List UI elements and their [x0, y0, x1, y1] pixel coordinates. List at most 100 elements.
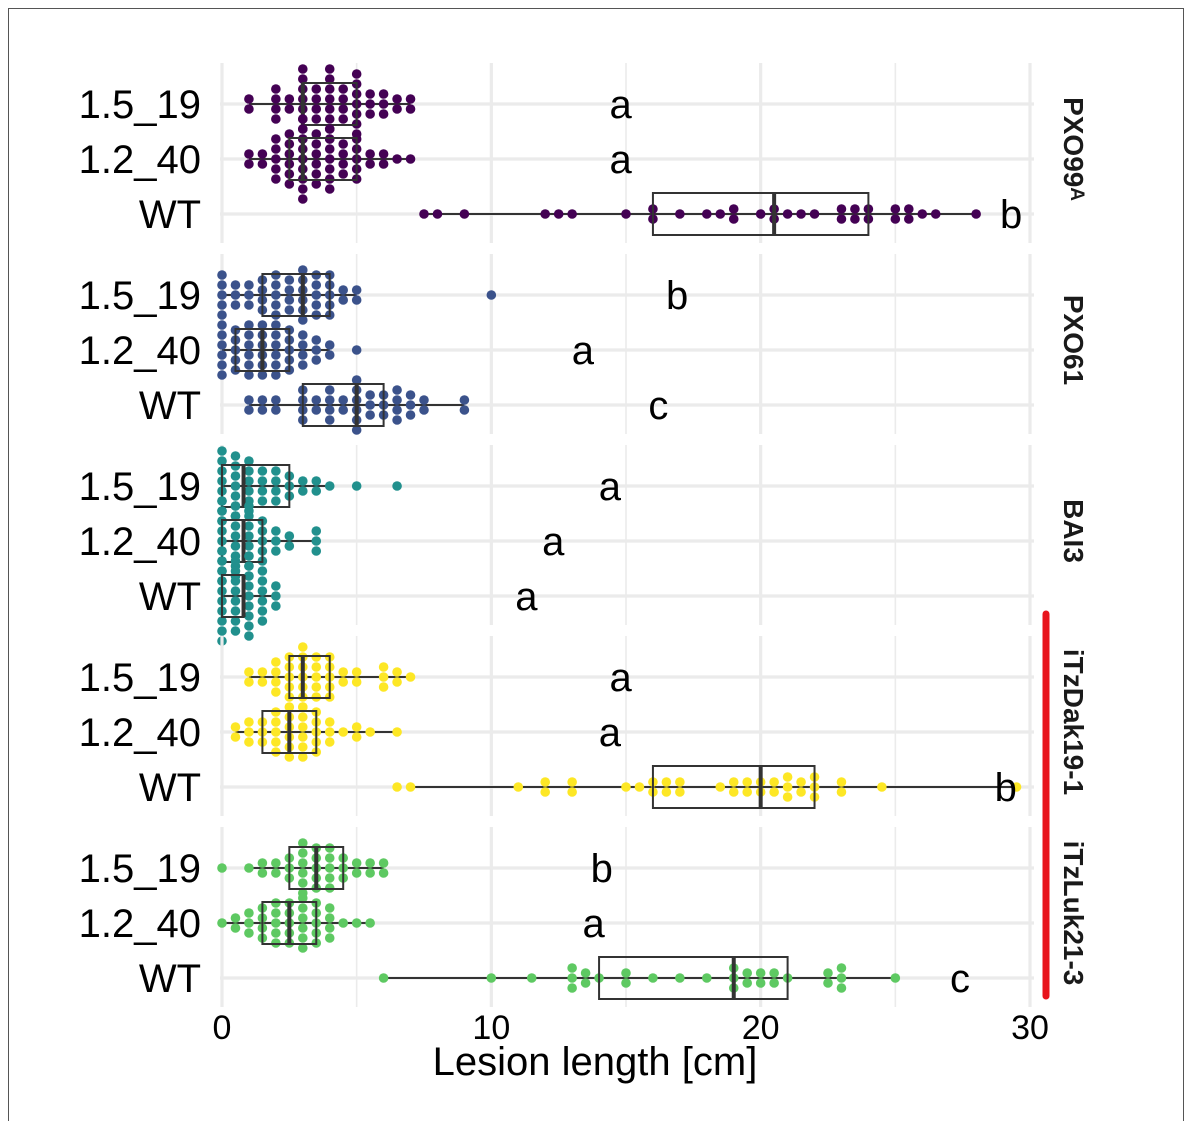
data-point: [324, 913, 335, 923]
data-point: [351, 918, 362, 928]
group-1.2_40: 1.2_40 a: [79, 320, 595, 380]
data-point: [338, 918, 349, 928]
data-point: [324, 184, 335, 194]
data-point: [755, 978, 766, 988]
data-point: [244, 918, 254, 928]
x-tick-label: 20: [742, 1009, 780, 1047]
data-point: [284, 104, 295, 114]
data-point: [298, 340, 308, 350]
data-point: [230, 732, 241, 742]
data-point: [904, 204, 914, 214]
data-point: [217, 360, 227, 370]
x-axis-label: Lesion length [cm]: [433, 1040, 758, 1084]
data-point: [271, 858, 281, 868]
data-point: [244, 104, 254, 114]
facet-label: PXO61: [1058, 295, 1089, 385]
category-label: 1.2_40: [79, 711, 201, 755]
data-point: [244, 581, 254, 591]
data-point: [271, 536, 281, 546]
data-point: [298, 732, 308, 742]
data-point: [324, 164, 335, 174]
data-point: [298, 64, 308, 74]
x-tick-label: 10: [472, 1009, 510, 1047]
data-point: [351, 858, 362, 868]
data-point: [257, 586, 268, 596]
data-point: [271, 591, 281, 601]
significance-letter: b: [591, 847, 613, 891]
data-point: [338, 395, 349, 405]
data-point: [378, 682, 389, 692]
data-point: [809, 209, 820, 219]
data-point: [271, 601, 281, 611]
data-point: [661, 777, 672, 787]
data-point: [338, 405, 349, 415]
data-point: [257, 566, 268, 576]
data-point: [257, 667, 268, 677]
data-point: [298, 114, 308, 124]
data-point: [311, 546, 322, 556]
data-point: [298, 642, 308, 652]
data-point: [715, 209, 726, 219]
data-point: [621, 968, 631, 978]
data-point: [217, 546, 227, 556]
data-point: [217, 556, 227, 566]
data-point: [244, 159, 254, 169]
data-point: [311, 405, 322, 415]
data-point: [702, 973, 712, 983]
data-point: [432, 209, 443, 219]
data-point: [257, 320, 268, 330]
data-point: [311, 486, 322, 496]
data-point: [271, 908, 281, 918]
data-point: [675, 787, 685, 797]
data-point: [392, 481, 402, 491]
data-point: [338, 84, 349, 94]
data-point: [244, 370, 254, 380]
data-point: [769, 968, 779, 978]
data-point: [311, 84, 322, 94]
data-point: [836, 983, 847, 993]
data-point: [378, 672, 389, 682]
data-point: [567, 983, 577, 993]
data-point: [742, 968, 752, 978]
box: [651, 192, 870, 236]
box: [288, 655, 331, 699]
data-point: [244, 541, 254, 551]
data-point: [311, 672, 322, 682]
data-point: [769, 978, 779, 988]
data-point: [230, 616, 241, 626]
data-point: [513, 782, 524, 792]
data-point: [271, 330, 281, 340]
data-point: [257, 858, 268, 868]
data-point: [217, 280, 227, 290]
data-point: [271, 94, 281, 104]
data-point: [284, 531, 295, 541]
data-point: [244, 591, 254, 601]
data-point: [298, 742, 308, 752]
data-point: [298, 194, 308, 204]
data-point: [338, 727, 349, 737]
data-point: [244, 863, 254, 873]
data-point: [311, 395, 322, 405]
box: [598, 956, 789, 1000]
data-point: [836, 214, 847, 224]
data-point: [311, 169, 322, 179]
data-point: [378, 973, 389, 983]
box: [221, 464, 291, 508]
data-point: [271, 868, 281, 878]
data-point: [540, 209, 550, 219]
data-point: [298, 903, 308, 913]
data-point: [217, 270, 227, 280]
data-point: [284, 541, 295, 551]
data-point: [311, 335, 322, 345]
data-point: [271, 144, 281, 154]
category-label: WT: [139, 766, 201, 810]
data-point: [257, 466, 268, 476]
data-point: [769, 777, 779, 787]
data-point: [311, 149, 322, 159]
data-point: [230, 280, 241, 290]
data-point: [392, 667, 402, 677]
data-point: [244, 340, 254, 350]
data-point: [324, 481, 335, 491]
